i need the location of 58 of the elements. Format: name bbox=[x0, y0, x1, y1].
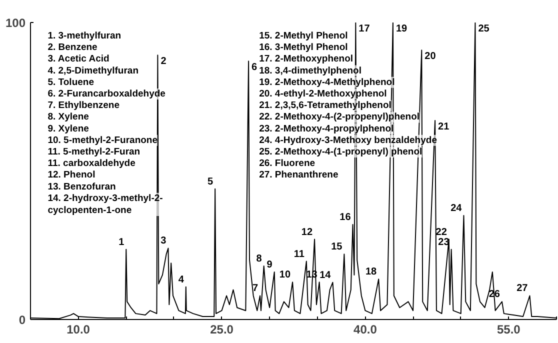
annotation: 8 bbox=[256, 254, 262, 265]
annotation: 17. 2-Methoxyphenol bbox=[259, 54, 354, 65]
x-tick-label: 55.0 bbox=[497, 322, 521, 336]
annotation: 11. carboxaldehyde bbox=[48, 158, 136, 170]
annotation: 5 bbox=[208, 176, 214, 188]
annotation: 9. Xylene bbox=[48, 123, 89, 134]
annotation: 17 bbox=[358, 24, 370, 34]
annotation: 25 bbox=[478, 24, 490, 34]
annotation: 25. 2-Methoxy-4-(1-propenyl) phenol bbox=[259, 146, 422, 158]
annotation: 1. 3-methylfuran bbox=[48, 30, 122, 42]
annotation: 24. 4-Hydroxy-3-Methoxy benzaldehyde bbox=[259, 134, 437, 146]
annotation: 12 bbox=[301, 226, 313, 238]
y-tick-label: 0 bbox=[18, 313, 26, 327]
annotation: 23 bbox=[438, 236, 450, 248]
annotation: 6. 2-Furancarboxaldehyde bbox=[48, 88, 166, 100]
annotation: 16 bbox=[340, 212, 352, 223]
annotation: 9 bbox=[266, 259, 273, 270]
annotation: 24 bbox=[450, 203, 462, 214]
annotation: 15. 2-Methyl Phenol bbox=[259, 30, 348, 42]
annotation: 27 bbox=[516, 283, 528, 294]
annotation: 2 bbox=[160, 56, 167, 68]
x-tick-label: 40.0 bbox=[354, 322, 378, 336]
annotation: 21 bbox=[438, 122, 450, 133]
annotation: 20. 4-ethyl-2-Methoxyphenol bbox=[259, 88, 387, 100]
annotation: 27. Phenanthrene bbox=[259, 170, 338, 181]
annotation: 19. 2-Methoxy-4-Methylphenol bbox=[259, 76, 395, 88]
x-tick-label: 10.0 bbox=[66, 322, 90, 336]
annotation: 1 bbox=[118, 236, 125, 248]
annotation: 14. 2-hydroxy-3-methyl-2- cyclopenten-1-one bbox=[48, 192, 163, 216]
annotation: 18. 3,4-dimethylphenol bbox=[259, 65, 362, 76]
annotation: 12. Phenol bbox=[48, 170, 96, 181]
annotation: 7. Ethylbenzene bbox=[48, 100, 120, 112]
x-tick-label: 25.0 bbox=[210, 322, 234, 336]
y-tick-label: 100 bbox=[5, 16, 26, 30]
annotation: 3 bbox=[160, 236, 167, 247]
annotation: 22. 2-Methoxy-4-(2-propenyl)phenol bbox=[259, 112, 420, 123]
annotation: 10 bbox=[279, 270, 291, 281]
annotation: 10. 5-methyl-2-Furanone bbox=[48, 134, 158, 146]
annotation: 26. Fluorene bbox=[259, 158, 316, 170]
annotation: 18 bbox=[365, 266, 378, 278]
annotation: 11 bbox=[294, 248, 305, 260]
annotation: 16. 3-Methyl Phenol bbox=[259, 42, 348, 54]
annotation: 6 bbox=[252, 62, 258, 74]
annotation: 14 bbox=[320, 270, 332, 281]
annotation: 23. 2-Methoxy-4-propylphenol bbox=[259, 123, 394, 134]
annotation: 11. 5-methyl-2-Furan bbox=[48, 146, 140, 158]
annotation: 4 bbox=[178, 274, 184, 286]
annotation: 7 bbox=[252, 283, 258, 294]
annotation: 4. 2,5-Dimethylfuran bbox=[48, 65, 139, 76]
annotation: 2. Benzene bbox=[48, 42, 98, 54]
annotation: 21. 2,3,5,6-Tetramethylphenol bbox=[259, 100, 392, 112]
annotation: 19 bbox=[396, 24, 408, 34]
annotation: 8. Xylene bbox=[48, 112, 89, 123]
annotation: 5. Toluene bbox=[48, 76, 94, 88]
annotation: 15 bbox=[331, 242, 343, 253]
annotation: 3. Acetic Acid bbox=[48, 54, 110, 65]
annotation: 20 bbox=[424, 51, 436, 62]
annotation: 13. Benzofuran bbox=[48, 181, 116, 192]
